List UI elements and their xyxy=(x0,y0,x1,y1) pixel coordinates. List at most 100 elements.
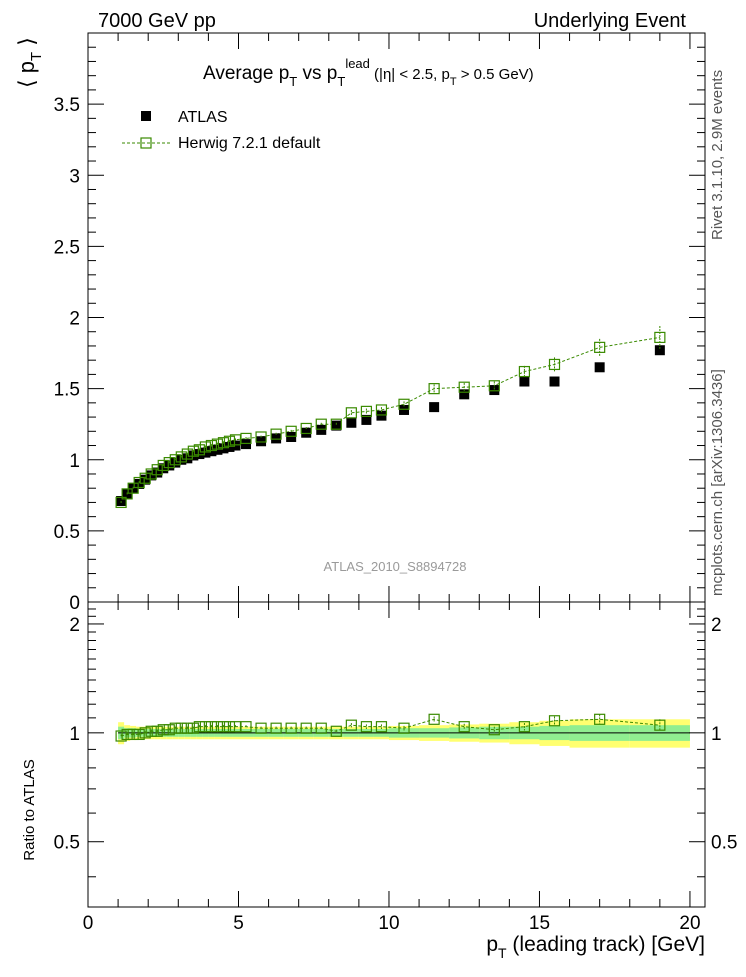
atlas-point xyxy=(331,420,342,431)
herwig-point xyxy=(240,432,252,445)
herwig-point xyxy=(255,431,267,443)
herwig-point xyxy=(398,398,410,410)
atlas-point xyxy=(361,414,372,425)
herwig-ratio-point xyxy=(163,724,175,736)
atlas-point xyxy=(200,447,211,458)
herwig-ratio-point xyxy=(133,728,145,741)
atlas-point xyxy=(152,467,163,478)
herwig-ratio-point xyxy=(157,724,169,736)
herwig-ratio-point xyxy=(145,725,157,737)
main-panel: 0 0.5 1 1.5 2 2.5 3 3.5 Average pT vs pTlead (|… xyxy=(14,32,706,614)
herwig-ratio-point xyxy=(428,713,440,725)
herwig-ratio-point xyxy=(199,721,211,733)
herwig-ratio-point xyxy=(594,713,606,725)
atlas-point xyxy=(489,385,500,396)
main-y-axis-label: ⟨ pT ⟩ xyxy=(14,37,45,88)
atlas-point xyxy=(241,439,252,450)
y-tick-label: 0 xyxy=(69,593,80,614)
ratio-y-tick-label-right: 1 xyxy=(711,724,722,745)
atlas-point xyxy=(182,453,193,464)
main-axis-ticks: 0 0.5 1 1.5 2 2.5 3 3.5 xyxy=(54,33,705,614)
herwig-point xyxy=(217,437,230,449)
herwig-point xyxy=(315,418,327,430)
herwig-point xyxy=(163,456,175,469)
ratio-panel: 0.5 0.51 12 20 5 10 15 20 Ratio to ATLAS pT (le… xyxy=(21,601,737,961)
herwig-ratio-point xyxy=(270,722,282,734)
herwig-ratio-point xyxy=(458,721,470,733)
ratio-y-tick-label-right: 2 xyxy=(711,615,722,636)
herwig-ratio-point xyxy=(151,725,163,737)
y-tick-label: 2.5 xyxy=(54,237,80,258)
main-chart-title: Average pT vs pTlead (|η| < 2.5, pT > 0.… xyxy=(203,56,534,89)
y-tick-label: 0.5 xyxy=(54,522,80,543)
atlas-point xyxy=(170,457,181,468)
herwig-ratio-point xyxy=(115,730,127,742)
herwig-point xyxy=(193,444,205,456)
herwig-point xyxy=(360,405,373,417)
atlas-point xyxy=(134,478,145,489)
herwig-point xyxy=(428,383,440,395)
herwig-point xyxy=(181,448,193,460)
herwig-ratio-point xyxy=(375,721,388,733)
x-tick-label: 0 xyxy=(83,913,94,934)
atlas-point xyxy=(316,424,327,435)
herwig-point xyxy=(488,380,500,392)
herwig-point xyxy=(548,358,561,371)
atlas-point xyxy=(218,443,229,454)
legend-label-herwig: Herwig 7.2.1 default xyxy=(178,135,321,152)
atlas-point xyxy=(549,376,560,387)
ratio-y-tick-label: 0.5 xyxy=(54,833,80,854)
atlas-point xyxy=(212,444,223,455)
x-tick-label: 20 xyxy=(679,913,700,934)
herwig-ratio-point xyxy=(175,722,187,734)
herwig-point xyxy=(300,422,312,435)
herwig-point xyxy=(169,454,181,466)
herwig-point xyxy=(205,439,217,452)
atlas-point xyxy=(376,410,387,421)
herwig-ratio-point xyxy=(211,721,224,733)
herwig-point xyxy=(151,464,163,476)
y-tick-label: 1.5 xyxy=(54,380,80,401)
herwig-ratio-point xyxy=(240,721,252,733)
herwig-ratio-point xyxy=(181,722,193,734)
herwig-point xyxy=(654,331,666,344)
herwig-ratio-point xyxy=(285,722,297,734)
herwig-point xyxy=(157,459,169,472)
herwig-ratio-point xyxy=(330,725,342,737)
herwig-ratio-point xyxy=(127,728,139,741)
ratio-y-axis-label: Ratio to ATLAS xyxy=(21,759,38,860)
herwig-ratio-point xyxy=(193,721,205,733)
atlas-point xyxy=(399,404,410,415)
herwig-point xyxy=(133,476,145,489)
herwig-ratio-point xyxy=(205,721,217,733)
herwig-ratio-point xyxy=(139,727,151,739)
ratio-plot-area xyxy=(115,713,690,748)
legend-label-atlas: ATLAS xyxy=(178,109,228,126)
x-axis-label: pT (leading track) [GeV] xyxy=(486,933,705,961)
herwig-ratio-point xyxy=(488,724,500,736)
rivet-info-label: Rivet 3.1.10, 2.9M events xyxy=(709,70,726,240)
herwig-point xyxy=(121,488,133,500)
atlas-point xyxy=(594,362,605,373)
herwig-ratio-point xyxy=(255,722,267,734)
herwig-point xyxy=(375,404,388,416)
legend-marker-atlas xyxy=(141,111,151,121)
herwig-ratio-point xyxy=(223,721,236,733)
herwig-point xyxy=(223,435,236,447)
y-tick-label: 3.5 xyxy=(54,95,80,116)
herwig-line xyxy=(120,336,660,503)
atlas-point xyxy=(140,474,151,485)
main-plot-area xyxy=(115,326,666,509)
herwig-ratio-point xyxy=(187,722,199,734)
herwig-ratio-point xyxy=(217,721,230,733)
herwig-point xyxy=(285,425,297,437)
herwig-point xyxy=(145,468,157,480)
atlas-point xyxy=(654,345,665,356)
y-tick-label: 2 xyxy=(69,309,80,330)
atlas-point xyxy=(164,460,175,471)
mcplots-info-label: mcplots.cern.ch [arXiv:1306.3436] xyxy=(709,369,726,596)
atlas-point xyxy=(301,427,312,438)
herwig-ratio-point xyxy=(315,722,327,734)
atlas-point xyxy=(271,433,282,444)
